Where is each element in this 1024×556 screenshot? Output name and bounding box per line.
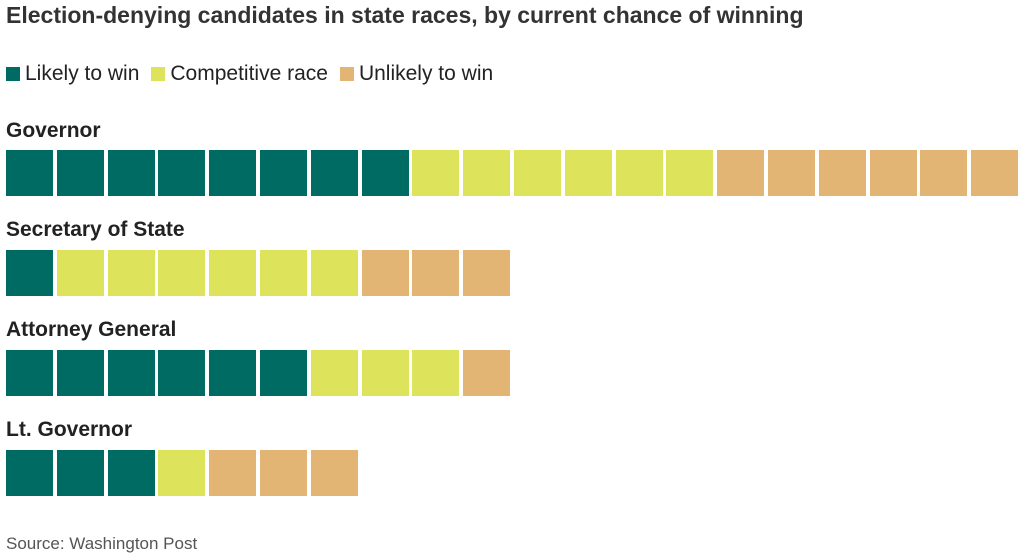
square-governor-competitive-race-5: [615, 150, 663, 196]
square-lt-governor-likely-to-win-3: [107, 450, 155, 496]
square-lt-governor-unlikely-to-win-3: [310, 450, 358, 496]
square-secretary-of-state-competitive-race-3: [158, 250, 206, 296]
square-governor-competitive-race-6: [666, 150, 714, 196]
category-label-lt-governor: Lt. Governor: [6, 418, 133, 441]
square-governor-likely-to-win-3: [107, 150, 155, 196]
square-governor-likely-to-win-5: [209, 150, 257, 196]
square-secretary-of-state-competitive-race-4: [209, 250, 257, 296]
square-attorney-general-likely-to-win-4: [158, 350, 206, 396]
square-governor-likely-to-win-6: [260, 150, 307, 196]
source-note: Source: Washington Post: [6, 534, 198, 553]
square-attorney-general-likely-to-win-1: [6, 350, 53, 396]
legend-label-unlikely: Unlikely to win: [358, 62, 494, 85]
square-governor-likely-to-win-2: [56, 150, 104, 196]
legend-label-competitive: Competitive race: [170, 62, 328, 85]
legend-item-competitive: Competitive race: [151, 62, 328, 86]
legend-label-likely: Likely to win: [25, 62, 140, 85]
square-lt-governor-likely-to-win-1: [6, 450, 53, 496]
square-governor-unlikely-to-win-2: [768, 150, 815, 196]
square-lt-governor-likely-to-win-2: [56, 450, 104, 496]
category-label-attorney-general: Attorney General: [6, 318, 177, 341]
square-secretary-of-state-competitive-race-6: [310, 250, 358, 296]
legend-item-unlikely: Unlikely to win: [339, 62, 494, 86]
square-lt-governor-competitive-race-1: [158, 450, 206, 496]
square-governor-likely-to-win-1: [6, 150, 53, 196]
square-governor-unlikely-to-win-6: [971, 150, 1019, 196]
square-governor-unlikely-to-win-1: [717, 150, 765, 196]
chart-title: Election-denying candidates in state rac…: [6, 2, 804, 28]
square-governor-competitive-race-1: [412, 150, 460, 196]
legend-item-likely: Likely to win: [6, 62, 139, 86]
square-secretary-of-state-competitive-race-1: [56, 250, 104, 296]
legend-swatch-competitive: [151, 67, 166, 81]
square-lt-governor-unlikely-to-win-2: [260, 450, 307, 496]
square-attorney-general-likely-to-win-2: [56, 350, 104, 396]
square-governor-likely-to-win-4: [158, 150, 206, 196]
square-secretary-of-state-likely-to-win-1: [6, 250, 53, 296]
square-secretary-of-state-competitive-race-2: [107, 250, 155, 296]
square-governor-unlikely-to-win-3: [818, 150, 866, 196]
square-secretary-of-state-unlikely-to-win-3: [463, 250, 511, 296]
square-governor-competitive-race-3: [514, 150, 561, 196]
square-attorney-general-unlikely-to-win-1: [463, 350, 511, 396]
square-governor-unlikely-to-win-4: [869, 150, 917, 196]
square-governor-competitive-race-2: [463, 150, 511, 196]
square-lt-governor-unlikely-to-win-1: [209, 450, 257, 496]
legend: Likely to win Competitive race Unlikely …: [6, 62, 505, 86]
square-attorney-general-competitive-race-1: [310, 350, 358, 396]
square-attorney-general-likely-to-win-3: [107, 350, 155, 396]
square-secretary-of-state-unlikely-to-win-2: [412, 250, 460, 296]
square-secretary-of-state-unlikely-to-win-1: [361, 250, 409, 296]
square-governor-competitive-race-4: [564, 150, 612, 196]
square-attorney-general-likely-to-win-5: [209, 350, 257, 396]
square-governor-likely-to-win-8: [361, 150, 409, 196]
square-secretary-of-state-competitive-race-5: [260, 250, 307, 296]
square-governor-unlikely-to-win-5: [920, 150, 968, 196]
square-governor-likely-to-win-7: [310, 150, 358, 196]
category-label-governor: Governor: [6, 119, 101, 142]
category-label-secretary-of-state: Secretary of State: [6, 218, 185, 241]
square-attorney-general-competitive-race-2: [361, 350, 409, 396]
square-attorney-general-competitive-race-3: [412, 350, 460, 396]
square-attorney-general-likely-to-win-6: [260, 350, 307, 396]
legend-swatch-unlikely: [339, 67, 354, 81]
legend-swatch-likely: [6, 67, 20, 81]
